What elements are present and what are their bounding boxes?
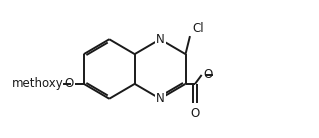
Text: O: O [190,107,200,120]
Text: N: N [156,92,165,105]
Text: O: O [203,68,212,81]
Text: Cl: Cl [193,22,204,35]
Text: N: N [156,33,165,46]
Text: O: O [64,77,74,90]
Text: methoxy: methoxy [12,77,64,90]
